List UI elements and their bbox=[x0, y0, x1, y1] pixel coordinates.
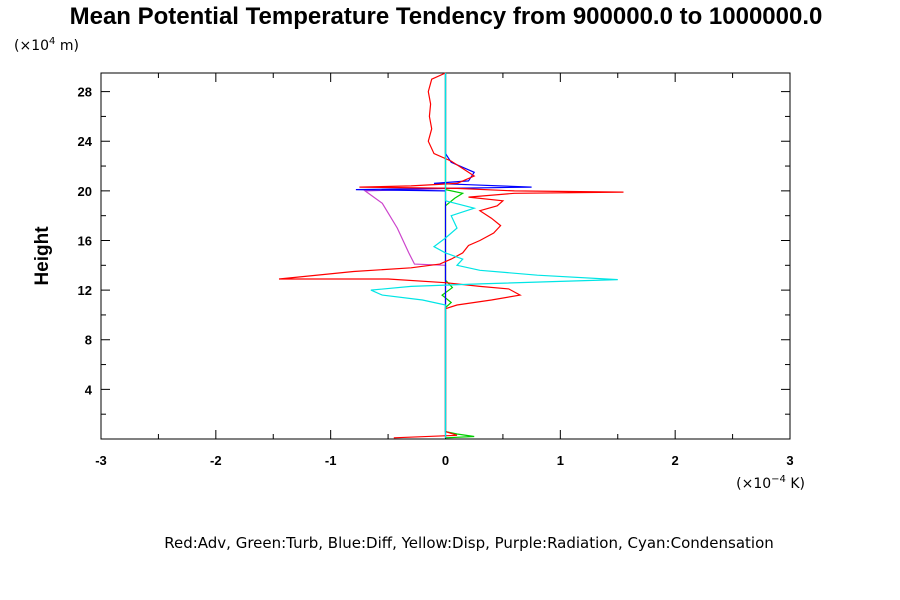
x-tick-label: -2 bbox=[210, 453, 222, 468]
x-tick-label: 1 bbox=[557, 453, 564, 468]
series-line-turb bbox=[441, 73, 475, 439]
y-tick-label: 4 bbox=[85, 382, 93, 397]
series-lines bbox=[278, 72, 624, 439]
x-tick-label: 2 bbox=[672, 453, 679, 468]
legend-text: Red:Adv, Green:Turb, Blue:Diff, Yellow:D… bbox=[164, 534, 774, 552]
x-axis-unit: (×10−4 K) bbox=[736, 474, 805, 492]
y-axis-label: Height bbox=[32, 226, 53, 286]
series-line-radiation bbox=[363, 73, 447, 433]
y-tick-label: 12 bbox=[78, 283, 92, 298]
series-line-diff bbox=[355, 73, 532, 438]
y-tick-label: 24 bbox=[78, 134, 93, 149]
y-tick-label: 20 bbox=[78, 184, 92, 199]
series-line-condensation bbox=[370, 73, 618, 438]
chart-title: Mean Potential Temperature Tendency from… bbox=[70, 3, 823, 30]
x-tick-label: -3 bbox=[95, 453, 107, 468]
x-tick-labels: -3 -2 -1 0 1 2 3 bbox=[95, 453, 793, 468]
y-tick-labels: 4 8 12 16 20 24 28 bbox=[78, 85, 93, 398]
y-tick-label: 8 bbox=[85, 333, 92, 348]
x-tick-label: 3 bbox=[786, 453, 793, 468]
x-tick-label: 0 bbox=[442, 453, 449, 468]
series-line-adv bbox=[278, 72, 624, 439]
y-tick-label: 16 bbox=[78, 233, 92, 248]
y-axis-unit: (×104 m) bbox=[14, 36, 79, 54]
y-tick-label: 28 bbox=[78, 85, 92, 100]
x-tick-label: -1 bbox=[325, 453, 337, 468]
